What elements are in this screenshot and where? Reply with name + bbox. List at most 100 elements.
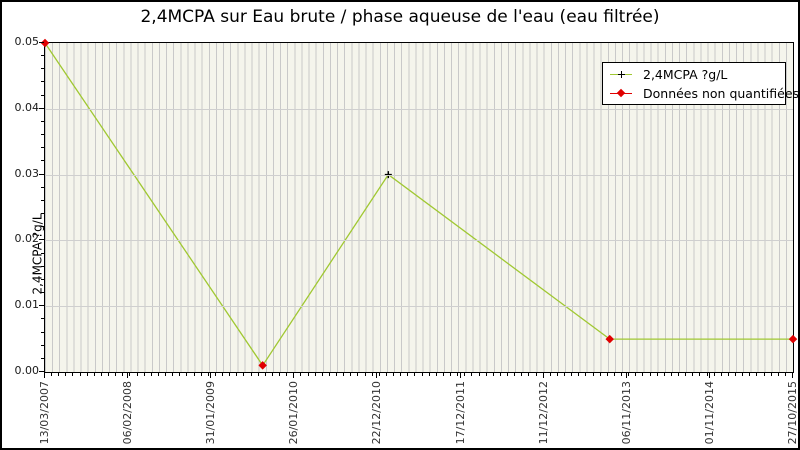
x-minor-tick (115, 372, 117, 376)
y-tick (39, 239, 44, 241)
x-major-tick (708, 372, 710, 378)
x-minor-tick (428, 372, 430, 376)
x-minor-tick (457, 372, 459, 376)
y-tick (41, 186, 44, 188)
x-minor-tick (628, 372, 630, 376)
x-minor-tick (407, 372, 409, 376)
x-minor-tick (678, 372, 680, 376)
x-minor-tick (514, 372, 516, 376)
x-minor-tick (72, 372, 74, 376)
y-tick (41, 344, 44, 346)
x-minor-tick (357, 372, 359, 376)
legend-label-series: 2,4MCPA ?g/L (643, 66, 728, 82)
x-minor-tick (214, 372, 216, 376)
x-minor-tick (485, 372, 487, 376)
x-minor-tick (749, 372, 751, 376)
x-major-tick (459, 372, 461, 378)
x-minor-tick (507, 372, 509, 376)
x-minor-tick (421, 372, 423, 376)
x-minor-tick (65, 372, 67, 376)
x-major-tick (792, 372, 793, 378)
x-minor-tick (243, 372, 245, 376)
x-minor-tick (613, 372, 615, 376)
x-minor-tick (699, 372, 701, 376)
y-gridline (45, 240, 793, 242)
x-minor-tick (86, 372, 88, 376)
x-minor-tick (499, 372, 501, 376)
x-minor-tick (706, 372, 708, 376)
x-minor-tick (393, 372, 395, 376)
y-tick-label: 0.05 (14, 35, 40, 48)
y-tick (41, 160, 44, 162)
y-tick (39, 173, 44, 175)
x-minor-tick (735, 372, 736, 376)
x-minor-tick (150, 372, 152, 376)
x-minor-tick (93, 372, 95, 376)
x-minor-tick (528, 372, 530, 376)
x-minor-tick (464, 372, 466, 376)
x-minor-tick (271, 372, 273, 376)
legend-item-series: 2,4MCPA ?g/L (609, 66, 779, 83)
x-minor-tick (79, 372, 81, 376)
y-tick (41, 278, 44, 280)
x-minor-tick (578, 372, 580, 376)
x-minor-tick (592, 372, 594, 376)
x-minor-tick (770, 372, 772, 376)
x-minor-tick (549, 372, 551, 376)
x-minor-tick (328, 372, 330, 376)
x-minor-tick (307, 372, 309, 376)
x-tick-label: 11/12/2012 (536, 381, 550, 445)
x-minor-tick (606, 372, 608, 376)
x-tick-label: 13/03/2007 (38, 381, 51, 445)
y-tick (41, 213, 44, 215)
plus-icon (621, 71, 622, 78)
x-minor-tick (179, 372, 181, 376)
x-minor-tick (414, 372, 416, 376)
chart-title: 2,4MCPA sur Eau brute / phase aqueuse de… (140, 7, 660, 27)
x-minor-tick (685, 372, 687, 376)
x-minor-tick (727, 372, 729, 376)
x-minor-tick (193, 372, 195, 376)
x-minor-tick (165, 372, 167, 376)
x-major-tick (625, 372, 627, 378)
y-tick (41, 226, 44, 228)
legend-item-non-quantified: Données non quantifiées (609, 85, 798, 102)
y-tick (39, 107, 44, 109)
x-minor-tick (599, 372, 601, 376)
x-minor-tick (172, 372, 174, 376)
x-minor-tick (186, 372, 188, 376)
x-minor-tick (556, 372, 558, 376)
x-minor-tick (200, 372, 202, 376)
y-tick (41, 265, 44, 267)
x-minor-tick (713, 372, 715, 376)
y-tick (41, 68, 44, 70)
y-tick (41, 199, 44, 201)
x-minor-tick (157, 372, 159, 376)
x-major-tick (44, 372, 45, 378)
y-tick (39, 42, 44, 43)
y-tick-label: 0.00 (14, 364, 40, 377)
y-tick (41, 134, 44, 136)
x-minor-tick (343, 372, 345, 376)
x-tick-label: 22/12/2010 (370, 381, 384, 445)
x-major-tick (376, 372, 378, 378)
x-minor-tick (364, 372, 366, 376)
legend-label-non-quantified: Données non quantifiées (643, 85, 800, 101)
x-minor-tick (621, 372, 623, 376)
legend: 2,4MCPA ?g/L Données non quantifiées (602, 62, 798, 105)
y-tick-label: 0.04 (14, 100, 40, 114)
x-tick-label: 17/12/2011 (453, 381, 467, 445)
x-minor-tick (257, 372, 259, 376)
x-minor-tick (642, 372, 644, 376)
x-minor-tick (720, 372, 722, 376)
x-minor-tick (492, 372, 494, 376)
y-tick (41, 81, 44, 83)
y-tick (41, 252, 44, 254)
x-minor-tick (777, 372, 779, 376)
y-tick (41, 55, 44, 57)
x-minor-tick (692, 372, 694, 376)
x-minor-tick (58, 372, 60, 376)
x-minor-tick (663, 372, 665, 376)
x-tick-label: 06/02/2008 (121, 381, 135, 445)
red-diamond-icon (609, 88, 635, 98)
